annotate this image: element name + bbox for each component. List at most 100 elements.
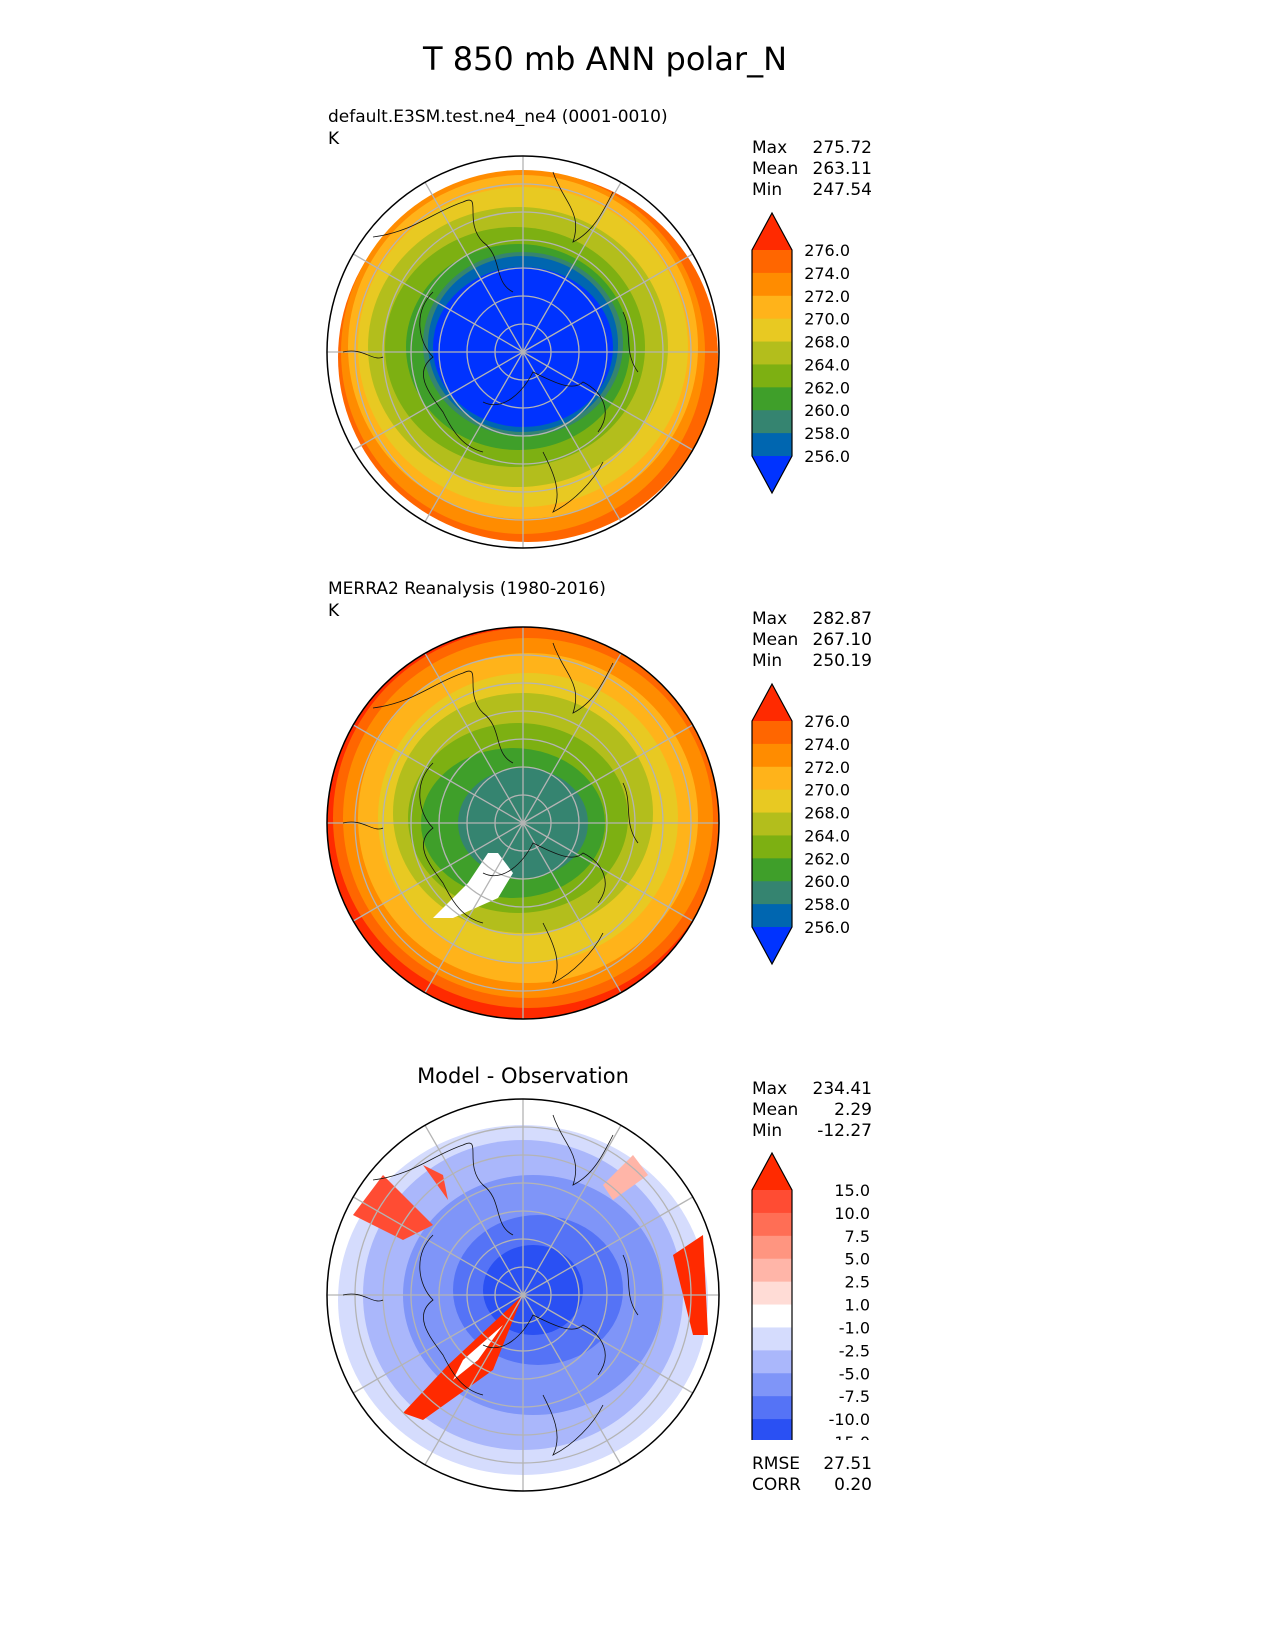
- coastline: [622, 782, 639, 844]
- coastline: [542, 1394, 604, 1456]
- colorbar-tick-label: 262.0: [804, 378, 850, 397]
- panel3-title: Model - Observation: [417, 1064, 629, 1088]
- panel1-colorbar: 276.0 274.0 272.0 270.0 268.0 264.0 262.0 260.0…: [751, 211, 850, 495]
- colorbar-bin: [752, 1304, 792, 1328]
- colorbar-tick-label: 270.0: [804, 310, 850, 329]
- meridian-line: [424, 351, 524, 523]
- panel1-header: default.E3SM.test.ne4_ne4 (0001-0010) K: [328, 106, 668, 150]
- colorbar-tick-label: 274.0: [804, 264, 850, 283]
- panel3-metrics: RMSE 27.51 CORR 0.20: [752, 1454, 872, 1496]
- meridian-line: [352, 822, 524, 922]
- coastline: [542, 922, 604, 984]
- colorbar-outline: [751, 682, 793, 966]
- meridian-line: [522, 822, 622, 994]
- colorbar-tick-label: -7.5: [839, 1387, 870, 1406]
- coastline: [419, 291, 484, 453]
- colorbar-tick-label: 272.0: [804, 758, 850, 777]
- panel3-polar-map: [326, 1098, 720, 1492]
- meridian-line: [522, 652, 622, 824]
- min-label: Min: [752, 651, 783, 671]
- meridian-line: [352, 253, 524, 353]
- coastlines: [342, 642, 639, 984]
- graticule: [327, 156, 719, 548]
- colorbar-tick-label: 270.0: [804, 781, 850, 800]
- rmse-value: 27.51: [823, 1454, 872, 1474]
- coastline: [342, 350, 384, 359]
- colorbar-bin: [752, 410, 792, 434]
- colorbar-tick-label: -2.5: [839, 1341, 870, 1360]
- panel2-header: MERRA2 Reanalysis (1980-2016) K: [328, 578, 606, 622]
- colorbar-bin: [752, 295, 792, 320]
- colorbar-bin: [752, 1373, 792, 1397]
- map-boundary: [326, 155, 720, 549]
- rmse-label: RMSE: [752, 1454, 801, 1474]
- min-label: Min: [752, 180, 783, 200]
- panel1-polar-map: [326, 155, 720, 549]
- colorbar-extend-max: [752, 213, 792, 250]
- panel2-stats: Max 282.87 Mean 267.10 Min 250.19: [752, 609, 872, 672]
- min-label: Min: [752, 1121, 783, 1141]
- colorbar-tick-label: 258.0: [804, 895, 850, 914]
- mean-label: Mean: [752, 630, 799, 650]
- panel3-colorbar: 15.0 10.0 7.5 5.0 2.5 1.0 -1.0 -2.5 -5.0 -7.5 -10.…: [751, 1151, 870, 1440]
- panel1-title: default.E3SM.test.ne4_ne4 (0001-0010): [328, 107, 668, 127]
- meridian-line: [352, 1196, 524, 1296]
- coastlines: [342, 171, 639, 513]
- colorbar-bin: [752, 1350, 792, 1374]
- colorbar-tick-label: -10.0: [829, 1410, 870, 1429]
- meridian-line: [522, 181, 622, 353]
- anomaly-region: [353, 1175, 433, 1240]
- coastline: [342, 1293, 384, 1302]
- meridian-line: [522, 253, 694, 353]
- max-value: 234.41: [812, 1079, 872, 1099]
- panel2-title: MERRA2 Reanalysis (1980-2016): [328, 579, 606, 599]
- coastline: [622, 311, 639, 373]
- coastline: [372, 1142, 514, 1236]
- min-value: 250.19: [812, 651, 872, 671]
- colorbar-bin: [752, 881, 792, 905]
- colorbar-tick-label: 262.0: [804, 849, 850, 868]
- colorbar-tick-label: 260.0: [804, 401, 850, 420]
- max-label: Max: [752, 1079, 788, 1099]
- anomaly-region: [453, 1325, 503, 1380]
- meridian-line: [522, 822, 694, 922]
- colorbar-tick-label: 264.0: [804, 826, 850, 845]
- map-boundary: [326, 626, 720, 1020]
- mean-label: Mean: [752, 1100, 799, 1120]
- meridian-line: [522, 1196, 694, 1296]
- coastline: [372, 199, 514, 293]
- meridian-line: [424, 1124, 524, 1296]
- meridian-line: [522, 351, 622, 523]
- colorbar-bin: [752, 1235, 792, 1260]
- anomaly-region: [423, 1165, 448, 1200]
- coastline: [482, 371, 606, 433]
- colorbar-tick-label: 274.0: [804, 735, 850, 754]
- mean-label: Mean: [752, 159, 799, 179]
- missing-data-region: [433, 853, 513, 918]
- panel3-stats: Max 234.41 Mean 2.29 Min -12.27: [752, 1079, 872, 1142]
- min-value: -12.27: [817, 1121, 872, 1141]
- corr-value: 0.20: [834, 1475, 872, 1495]
- map-boundary: [326, 1098, 720, 1492]
- colorbar-bin: [752, 835, 792, 859]
- coastline: [552, 171, 614, 243]
- coastline: [372, 670, 514, 764]
- panel2-colorbar: 276.0 274.0 272.0 270.0 268.0 264.0 262.0 260.0…: [751, 682, 850, 966]
- graticule: [327, 1099, 719, 1491]
- colorbar-bin: [752, 250, 792, 274]
- colorbar-bin: [752, 858, 792, 882]
- graticule: [327, 627, 719, 1019]
- colorbar-tick-label: 2.5: [845, 1273, 870, 1292]
- coastlines: [342, 1114, 639, 1456]
- coastline: [542, 451, 604, 513]
- colorbar-extend-min: [752, 927, 792, 964]
- panel2-units: K: [328, 601, 340, 621]
- meridian-line: [522, 1124, 622, 1296]
- colorbar-bin: [752, 318, 792, 343]
- colorbar-tick-label: -15.0: [829, 1433, 870, 1440]
- colorbar-bin: [752, 812, 792, 836]
- coastline: [552, 642, 614, 714]
- colorbar-tick-label: 276.0: [804, 241, 850, 260]
- colorbar-tick-label: 10.0: [834, 1204, 870, 1223]
- coastline: [552, 1114, 614, 1186]
